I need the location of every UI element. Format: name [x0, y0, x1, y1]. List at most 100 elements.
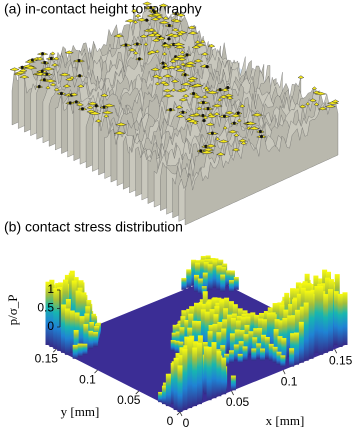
- contact-patch: [87, 101, 99, 106]
- x-tick: [334, 349, 338, 354]
- contact-patch: [318, 106, 328, 111]
- z-tick-label: 1: [47, 282, 54, 296]
- contact-spot: [43, 61, 47, 65]
- panel-title: (b) contact stress distribution: [4, 219, 183, 235]
- stress-column: [233, 344, 239, 361]
- stress-column: [161, 385, 167, 405]
- stress-column: [79, 316, 85, 349]
- stress-column: [266, 312, 272, 351]
- contact-patch: [223, 93, 234, 98]
- stress-column: [197, 278, 203, 294]
- stress-column: [201, 286, 207, 296]
- contact-patch: [50, 51, 56, 56]
- stress-column: [202, 272, 208, 292]
- contact-spot: [204, 144, 208, 148]
- contact-patch: [221, 88, 230, 92]
- stress-column: [242, 346, 248, 361]
- contact-patch: [248, 126, 261, 130]
- stress-column: [64, 308, 70, 355]
- stress-column: [230, 375, 236, 391]
- contact-spot: [78, 74, 82, 78]
- contact-spot: [183, 73, 187, 77]
- contact-patch: [177, 57, 187, 62]
- contact-patch: [19, 68, 28, 73]
- stress-column: [216, 265, 222, 290]
- contact-spot: [152, 10, 156, 14]
- contact-spot: [185, 53, 189, 57]
- stress-column: [203, 346, 209, 395]
- stress-column: [173, 357, 179, 411]
- contact-patch: [160, 43, 172, 48]
- stress-column: [73, 330, 79, 355]
- contact-spot: [167, 37, 171, 41]
- contact-spot: [137, 57, 141, 61]
- contact-patch: [193, 58, 204, 63]
- contact-patch: [313, 102, 320, 106]
- stress-column: [199, 259, 205, 286]
- stress-column: [77, 343, 83, 357]
- contact-patch: [113, 131, 126, 135]
- stress-column: [289, 348, 295, 367]
- contact-patch: [175, 114, 185, 118]
- contact-patch: [297, 75, 305, 79]
- contact-patch: [205, 122, 215, 127]
- contact-patch: [174, 45, 186, 49]
- y-tick: [52, 348, 57, 353]
- contact-patch: [36, 56, 45, 61]
- stress-column: [337, 293, 343, 347]
- contact-spot: [81, 107, 85, 111]
- stress-column: [212, 260, 218, 288]
- contact-patch: [162, 93, 175, 98]
- x-tick: [282, 369, 286, 375]
- contact-patch: [200, 39, 206, 44]
- stress-column: [273, 329, 279, 359]
- contact-patch: [205, 143, 217, 148]
- contact-patch: [176, 13, 186, 17]
- stress-column: [186, 269, 192, 288]
- contact-spot: [167, 23, 171, 27]
- stress-column: [268, 343, 274, 361]
- y-tick-label: 0.1: [79, 372, 96, 386]
- contact-patch: [154, 81, 161, 86]
- stress-column: [277, 336, 283, 361]
- contact-patch: [305, 101, 311, 106]
- contact-patch: [229, 113, 242, 118]
- contact-spot: [258, 130, 262, 134]
- contact-spot: [77, 59, 81, 63]
- panel-title: (a) in-contact height topography: [4, 1, 202, 17]
- contact-patch: [202, 115, 209, 120]
- contact-patch: [77, 84, 85, 88]
- contact-patch: [183, 64, 196, 68]
- stress-column: [221, 328, 227, 359]
- stress-column: [248, 331, 254, 355]
- contact-patch: [64, 50, 74, 55]
- stress-column: [171, 332, 177, 347]
- stress-column: [260, 334, 266, 357]
- contact-spot: [192, 92, 196, 96]
- contact-patch: [206, 114, 217, 118]
- z-axis-label: p/σ_P: [5, 295, 20, 326]
- contact-spot: [201, 114, 205, 118]
- y-axis-label: y [mm]: [61, 404, 100, 419]
- contact-patch: [179, 87, 189, 92]
- y-tick: [176, 411, 181, 416]
- stress-column: [179, 327, 185, 351]
- contact-patch: [171, 27, 180, 32]
- contact-patch: [244, 121, 257, 126]
- contact-spot: [174, 11, 178, 15]
- contact-patch: [222, 125, 228, 130]
- contact-patch: [207, 44, 216, 48]
- contact-patch: [224, 110, 235, 115]
- stress-column: [83, 324, 89, 351]
- contact-patch: [231, 147, 241, 152]
- stress-column: [233, 276, 239, 290]
- stress-column: [308, 290, 314, 359]
- contact-spot: [161, 61, 165, 65]
- contact-patch: [133, 20, 138, 24]
- contact-patch: [94, 119, 103, 123]
- stress-column: [207, 331, 213, 361]
- x-axis-label: x [mm]: [266, 413, 305, 428]
- contact-spot: [236, 111, 240, 115]
- contact-patch: [88, 111, 102, 115]
- contact-patch: [24, 65, 38, 70]
